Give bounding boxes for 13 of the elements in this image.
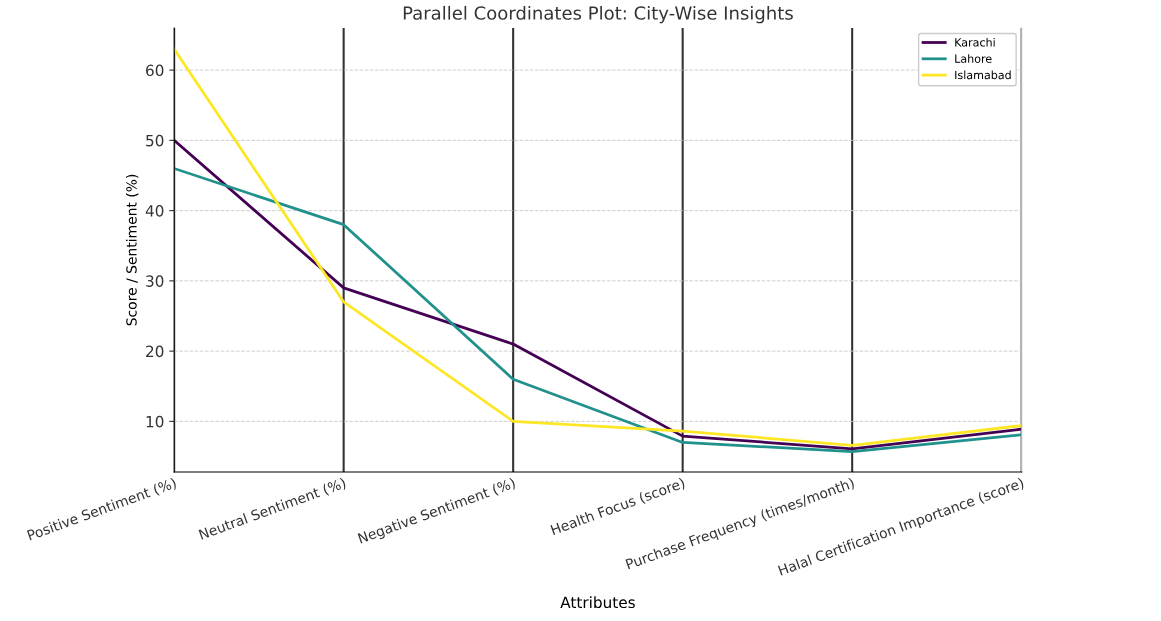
y-tick-label: 60: [146, 64, 164, 77]
y-axis-title: Score / Sentiment (%): [125, 174, 139, 326]
y-tick-label: 50: [146, 134, 164, 147]
y-tick-label: 40: [145, 205, 164, 217]
legend-label: Islamabad: [955, 70, 1011, 80]
y-tick-label: 30: [146, 275, 164, 287]
x-axis-title: Attributes: [560, 596, 635, 609]
legend-label: Karachi: [955, 37, 995, 47]
y-tick-label: 10: [146, 415, 164, 428]
chart-title: Parallel Coordinates Plot: City-Wise Insights: [403, 5, 793, 24]
line-series: [174, 47, 1022, 447]
y-tick-label: 20: [146, 345, 164, 358]
legend-label: Lahore: [955, 54, 992, 63]
